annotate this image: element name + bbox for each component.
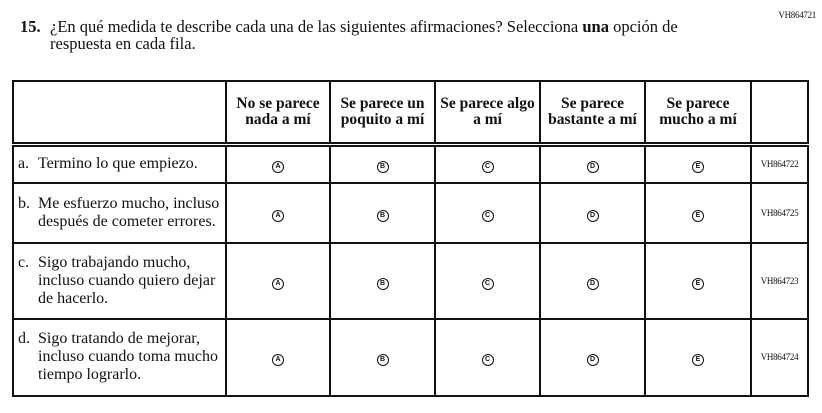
response-table: No se parece nada a mí Se parece un poqu… xyxy=(12,80,809,397)
option-cell: D xyxy=(539,143,646,184)
option-cell: C xyxy=(434,181,541,244)
radio-bubble-b[interactable]: B xyxy=(376,209,389,222)
row-letter: a. xyxy=(18,155,30,173)
statement: c. Sigo trabajando mucho, incluso cuando … xyxy=(12,241,227,320)
statement-text: Sigo trabajando mucho, incluso cuando qu… xyxy=(38,253,216,307)
row-code: VH864723 xyxy=(750,241,809,320)
option-cell: A xyxy=(225,143,331,184)
radio-bubble-e[interactable]: E xyxy=(692,161,704,174)
option-cell: B xyxy=(329,143,436,184)
option-cell: A xyxy=(225,241,331,320)
radio-bubble-a[interactable]: A xyxy=(272,161,284,174)
column-header: Se parece un poquito a mí xyxy=(329,80,436,146)
statement: a. Termino lo que empiezo. xyxy=(12,143,227,184)
option-cell: C xyxy=(434,241,541,320)
option-cell: B xyxy=(329,317,436,397)
option-cell: A xyxy=(225,181,331,244)
option-cell: D xyxy=(539,317,646,397)
item-code: VH864721 xyxy=(778,10,816,20)
radio-bubble-d[interactable]: D xyxy=(586,209,599,222)
row-letter: b. xyxy=(18,194,30,212)
header-blank xyxy=(12,80,227,146)
radio-bubble-e[interactable]: E xyxy=(692,277,704,290)
radio-bubble-c[interactable]: C xyxy=(481,161,494,174)
table-row: b. Me esfuerzo mucho, incluso después de … xyxy=(12,181,809,244)
option-cell: A xyxy=(225,317,331,397)
radio-bubble-a[interactable]: A xyxy=(272,277,284,290)
table-row: d. Sigo tratando de mejorar, incluso cuan… xyxy=(12,317,809,397)
statement-text: Me esfuerzo mucho, incluso después de co… xyxy=(38,194,220,230)
option-cell: E xyxy=(644,143,752,184)
radio-bubble-b[interactable]: B xyxy=(376,354,389,366)
question-number: 15. xyxy=(20,17,41,36)
radio-bubble-a[interactable]: A xyxy=(272,209,284,222)
option-cell: C xyxy=(434,317,541,397)
radio-bubble-d[interactable]: D xyxy=(586,277,599,290)
radio-bubble-e[interactable]: E xyxy=(692,209,704,222)
row-code: VH864724 xyxy=(750,317,809,397)
column-header: Se parece mucho a mí xyxy=(644,80,752,146)
column-header: No se parece nada a mí xyxy=(225,80,331,146)
question-text: ¿En qué medida te describe cada una de l… xyxy=(50,17,678,53)
radio-bubble-b[interactable]: B xyxy=(376,277,389,290)
row-code: VH864722 xyxy=(750,143,809,184)
option-cell: B xyxy=(329,241,436,320)
radio-bubble-d[interactable]: D xyxy=(586,161,599,174)
option-cell: D xyxy=(539,181,646,244)
question: 15. ¿En qué medida te describe cada una … xyxy=(20,18,740,52)
option-cell: C xyxy=(434,143,541,184)
radio-bubble-c[interactable]: C xyxy=(481,354,494,366)
statement-text: Termino lo que empiezo. xyxy=(38,155,198,173)
header-row: No se parece nada a mí Se parece un poqu… xyxy=(12,80,809,146)
radio-bubble-e[interactable]: E xyxy=(692,354,704,366)
option-cell: B xyxy=(329,181,436,244)
option-cell: E xyxy=(644,181,752,244)
radio-bubble-c[interactable]: C xyxy=(481,209,494,222)
header-blank xyxy=(750,80,809,146)
radio-bubble-c[interactable]: C xyxy=(481,277,494,290)
statement: d. Sigo tratando de mejorar, incluso cuan… xyxy=(12,317,227,397)
row-code: VH864725 xyxy=(750,181,809,244)
column-header: Se parece algo a mí xyxy=(434,80,541,146)
table-row: a. Termino lo que empiezo. A B C D E VH864722 xyxy=(12,143,809,184)
statement-text: Sigo tratando de mejorar, incluso cuando… xyxy=(38,330,218,383)
option-cell: E xyxy=(644,317,752,397)
option-cell: E xyxy=(644,241,752,320)
radio-bubble-d[interactable]: D xyxy=(586,354,599,366)
option-cell: D xyxy=(539,241,646,320)
table-row: c. Sigo trabajando mucho, incluso cuando … xyxy=(12,241,809,320)
column-header: Se parece bastante a mí xyxy=(539,80,646,146)
question-emphasis: una xyxy=(582,17,609,36)
radio-bubble-b[interactable]: B xyxy=(376,161,389,174)
radio-bubble-a[interactable]: A xyxy=(272,354,284,366)
statement: b. Me esfuerzo mucho, incluso después de … xyxy=(12,181,227,244)
row-letter: d. xyxy=(18,330,30,347)
row-letter: c. xyxy=(18,253,30,271)
